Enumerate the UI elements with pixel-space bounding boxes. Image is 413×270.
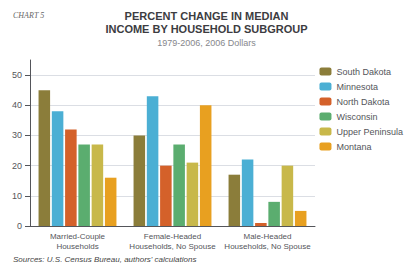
svg-text:South Dakota: South Dakota xyxy=(336,67,391,77)
svg-text:Married-Couple: Married-Couple xyxy=(50,232,106,241)
svg-text:1979-2006, 2006 Dollars: 1979-2006, 2006 Dollars xyxy=(157,38,256,48)
svg-text:0: 0 xyxy=(17,221,22,231)
svg-text:Households, No Spouse: Households, No Spouse xyxy=(224,242,311,251)
svg-text:INCOME BY HOUSEHOLD SUBGROUP: INCOME BY HOUSEHOLD SUBGROUP xyxy=(105,23,307,35)
svg-text:10: 10 xyxy=(12,191,22,201)
svg-text:Wisconsin: Wisconsin xyxy=(336,112,377,122)
svg-text:Households: Households xyxy=(56,242,98,251)
svg-text:Households, No Spouse: Households, No Spouse xyxy=(129,242,216,251)
svg-text:North Dakota: North Dakota xyxy=(336,97,389,107)
svg-text:CHART 5: CHART 5 xyxy=(13,11,44,20)
svg-text:Male-Headed: Male-Headed xyxy=(243,232,291,241)
svg-text:Minnesota: Minnesota xyxy=(336,82,378,92)
svg-text:40: 40 xyxy=(12,100,22,110)
svg-text:30: 30 xyxy=(12,130,22,140)
svg-text:Sources: U.S. Census Bureau, a: Sources: U.S. Census Bureau, authors' ca… xyxy=(13,255,196,264)
svg-text:Upper Peninsula: Upper Peninsula xyxy=(336,127,403,137)
svg-text:20: 20 xyxy=(12,161,22,171)
svg-text:PERCENT CHANGE IN MEDIAN: PERCENT CHANGE IN MEDIAN xyxy=(125,10,289,22)
svg-text:Montana: Montana xyxy=(336,142,371,152)
svg-text:Female-Headed: Female-Headed xyxy=(144,232,201,241)
svg-text:50: 50 xyxy=(12,70,22,80)
